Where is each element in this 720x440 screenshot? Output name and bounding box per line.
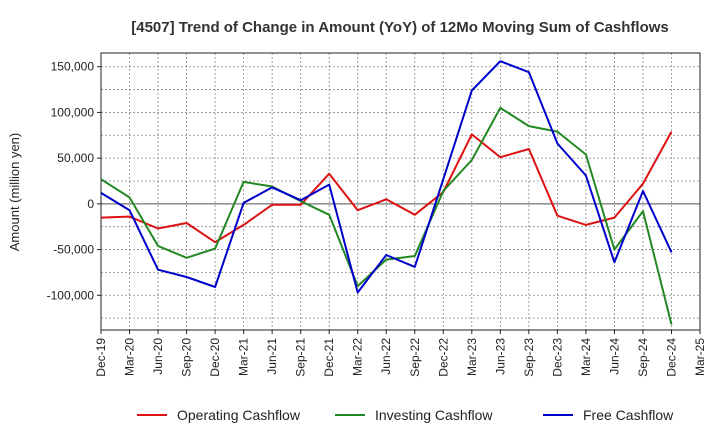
x-tick-label: Jun-23 [493,338,507,375]
y-tick-label: -100,000 [47,288,95,302]
x-tick-label: Dec-21 [322,338,336,377]
x-tick-label: Sep-22 [408,338,422,377]
axes: 150,000 100,000 50,000 0 -50,000 -100,000 Dec-… [47,52,707,377]
x-tick-label: Mar-24 [579,338,593,376]
plot-frame [100,52,701,331]
grid-lines [100,53,701,330]
x-tick-label: Dec-20 [208,338,222,377]
legend-label-investing-cashflow: Investing Cashflow [375,407,493,423]
legend-label-operating-cashflow: Operating Cashflow [177,407,301,423]
x-tick-label: Dec-24 [664,338,678,377]
x-tick-label: Jun-20 [151,338,165,375]
x-tick-label: Jun-22 [379,338,393,375]
y-tick-label: 50,000 [57,151,94,165]
x-tick-label: Mar-20 [123,338,137,376]
y-axis-label: Amount (million yen) [7,133,22,252]
x-tick-label: Jun-21 [265,338,279,375]
y-tick-label: 150,000 [51,60,95,74]
y-tick-label: -50,000 [53,243,94,257]
y-tick-label: 100,000 [51,105,95,119]
legend-label-free-cashflow: Free Cashflow [583,407,674,423]
series-line-investing-cashflow [100,106,673,325]
x-tick-label: Mar-22 [351,338,365,376]
x-tick-label: Dec-19 [94,338,108,377]
x-tick-label: Jun-24 [607,338,621,375]
x-tick-label: Mar-23 [465,338,479,376]
x-tick-label: Sep-24 [636,338,650,377]
x-tick-label: Dec-23 [550,338,564,377]
series-line-operating-cashflow [100,131,673,244]
x-tick-label: Sep-23 [522,338,536,377]
y-tick-label: 0 [87,197,94,211]
series-line-free-cashflow [100,60,673,294]
series-lines [100,60,673,325]
x-tick-label: Mar-21 [237,338,251,376]
x-tick-label: Sep-20 [180,338,194,377]
x-tick-label: Sep-21 [294,338,308,377]
legend: Operating Cashflow Investing Cashflow Free… [137,407,674,423]
x-tick-label: Mar-25 [693,338,707,376]
chart-title: [4507] Trend of Change in Amount (YoY) o… [131,19,669,36]
x-tick-label: Dec-22 [436,338,450,377]
